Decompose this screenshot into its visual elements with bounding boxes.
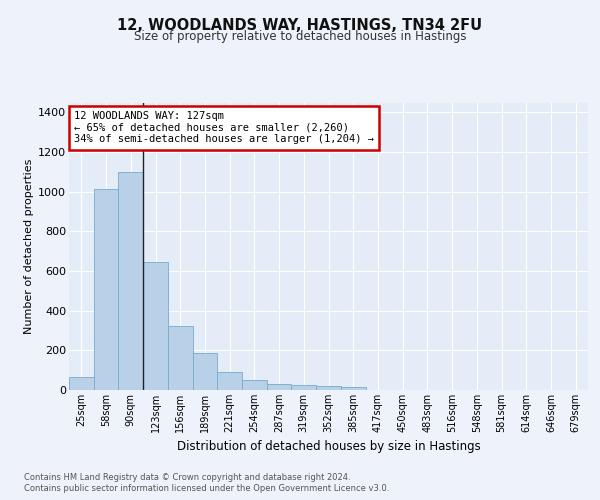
Bar: [193, 352, 217, 390]
Text: 12 WOODLANDS WAY: 127sqm
← 65% of detached houses are smaller (2,260)
34% of sem: 12 WOODLANDS WAY: 127sqm ← 65% of detach…: [74, 111, 374, 144]
Bar: [168, 326, 193, 390]
Bar: [242, 380, 267, 390]
Text: Contains HM Land Registry data © Crown copyright and database right 2024.: Contains HM Land Registry data © Crown c…: [24, 472, 350, 482]
Text: Contains public sector information licensed under the Open Government Licence v3: Contains public sector information licen…: [24, 484, 389, 493]
Bar: [94, 189, 118, 390]
Bar: [341, 387, 365, 390]
Bar: [143, 262, 168, 390]
Bar: [316, 386, 341, 390]
Y-axis label: Number of detached properties: Number of detached properties: [24, 158, 34, 334]
Bar: [292, 385, 316, 390]
Bar: [267, 384, 292, 390]
Bar: [118, 172, 143, 390]
Bar: [69, 377, 94, 390]
Text: Size of property relative to detached houses in Hastings: Size of property relative to detached ho…: [134, 30, 466, 43]
Bar: [217, 372, 242, 390]
X-axis label: Distribution of detached houses by size in Hastings: Distribution of detached houses by size …: [176, 440, 481, 454]
Text: 12, WOODLANDS WAY, HASTINGS, TN34 2FU: 12, WOODLANDS WAY, HASTINGS, TN34 2FU: [118, 18, 482, 32]
